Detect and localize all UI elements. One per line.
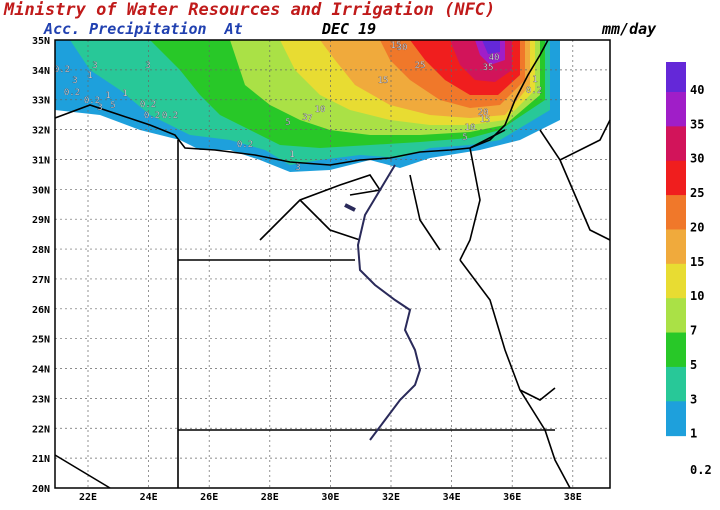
colorbar-segment	[666, 62, 686, 93]
nile	[344, 164, 422, 441]
contour-label: 10	[465, 123, 476, 133]
lat-label: 21N	[32, 454, 50, 465]
colorbar-segment	[666, 366, 686, 402]
colorbar-segment	[666, 229, 686, 265]
lat-label: 35N	[32, 36, 50, 47]
colorbar-label: 35	[690, 117, 704, 131]
lat-label: 33N	[32, 96, 50, 107]
colorbar-segment	[666, 195, 686, 230]
colorbar-label: 10	[690, 289, 704, 303]
title: Ministry of Water Resources and Irrigati…	[3, 0, 495, 20]
contour-label: 25	[415, 61, 426, 71]
contour-label: 30	[397, 43, 408, 53]
colorbar-segment	[666, 263, 686, 299]
contour-label: 15	[391, 41, 402, 51]
colorbar-label: 0.2	[690, 463, 712, 477]
lat-label: 20N	[32, 484, 50, 495]
contour-label: 5	[285, 118, 290, 128]
contour-label: 0.2	[237, 140, 253, 150]
date: DEC 19	[321, 20, 376, 38]
lon-label: 32E	[382, 492, 400, 503]
contour-label: 3	[302, 113, 307, 123]
contour-label: 20	[478, 108, 489, 118]
lat-label: 26N	[32, 305, 50, 316]
lon-label: 26E	[200, 492, 218, 503]
lon-label: 30E	[321, 492, 339, 503]
contour-label: 10	[315, 105, 326, 115]
colorbar-segment	[666, 160, 686, 196]
contour-label: 3	[72, 76, 77, 86]
subtitle: Acc. Precipitation At	[43, 20, 243, 38]
contour-label: 0.2	[140, 100, 156, 110]
lon-label: 24E	[140, 492, 158, 503]
colorbar-label: 40	[690, 83, 704, 97]
contour-label: 7	[307, 114, 312, 124]
contour-label: 1	[289, 150, 294, 160]
lat-label: 23N	[32, 394, 50, 405]
map-frame	[54, 39, 611, 489]
lat-label: 28N	[32, 245, 50, 256]
contour-label: 5	[462, 133, 467, 143]
contour-label: 3	[92, 61, 97, 71]
lon-label: 38E	[564, 492, 582, 503]
contour-label: 1	[122, 89, 127, 99]
colorbar-segment	[666, 332, 686, 368]
axes: 35N 34N 33N 32N 31N 30N 29N 28N 27N 26N 25N 24N 23N 2…	[32, 36, 611, 503]
colorbar: 40 35 30 25 20 15 10 7 5 3 1 0.2	[666, 62, 712, 477]
lon-label: 34E	[443, 492, 461, 503]
colorbar-label: 20	[690, 220, 704, 234]
lon-label: 36E	[503, 492, 521, 503]
contour-label: 5	[110, 101, 115, 111]
contour-label: 1	[87, 71, 92, 81]
colorbar-label: 15	[690, 255, 704, 269]
contour-label: 15	[480, 115, 491, 125]
contour-label: 1	[532, 75, 537, 85]
colorbar-label: 25	[690, 186, 704, 200]
colorbar-label: 7	[690, 324, 697, 338]
contour-label: 1	[105, 91, 110, 101]
lon-label: 28E	[261, 492, 279, 503]
lat-label: 27N	[32, 275, 50, 286]
contour-label: 3	[295, 163, 300, 173]
lat-label: 30N	[32, 185, 50, 196]
coastlines-borders	[54, 39, 611, 489]
colorbar-segment	[666, 92, 686, 127]
contour-label: 15	[378, 76, 389, 86]
lat-label: 31N	[32, 155, 50, 166]
lat-label: 34N	[32, 66, 50, 77]
lon-label: 22E	[79, 492, 97, 503]
contour-label: 0.2	[526, 86, 542, 96]
contour-label: 0.2	[144, 111, 160, 121]
colorbar-segment	[666, 126, 686, 162]
lat-label: 24N	[32, 365, 50, 376]
lat-label: 25N	[32, 335, 50, 346]
contour-label: 3	[145, 61, 150, 71]
contour-label: 40	[489, 53, 500, 63]
precip-field	[55, 40, 560, 172]
colorbar-segment	[666, 298, 686, 334]
colorbar-label: 3	[690, 392, 697, 406]
contour-label: 3	[97, 103, 102, 113]
colorbar-label: 30	[690, 152, 704, 166]
lat-label: 29N	[32, 215, 50, 226]
contour-label: 0.2	[84, 96, 100, 106]
contour-label: 35	[483, 63, 494, 73]
precip-band	[482, 40, 500, 54]
colorbar-segment	[666, 401, 686, 437]
contour-label: 0.2	[54, 65, 70, 75]
lat-label: 32N	[32, 126, 50, 137]
contour-label: 0.2	[162, 111, 178, 121]
units: mm/day	[601, 20, 657, 38]
colorbar-label: 1	[690, 427, 697, 441]
colorbar-label: 5	[690, 358, 697, 372]
contour-label: 0.2	[64, 88, 80, 98]
lat-label: 22N	[32, 424, 50, 435]
